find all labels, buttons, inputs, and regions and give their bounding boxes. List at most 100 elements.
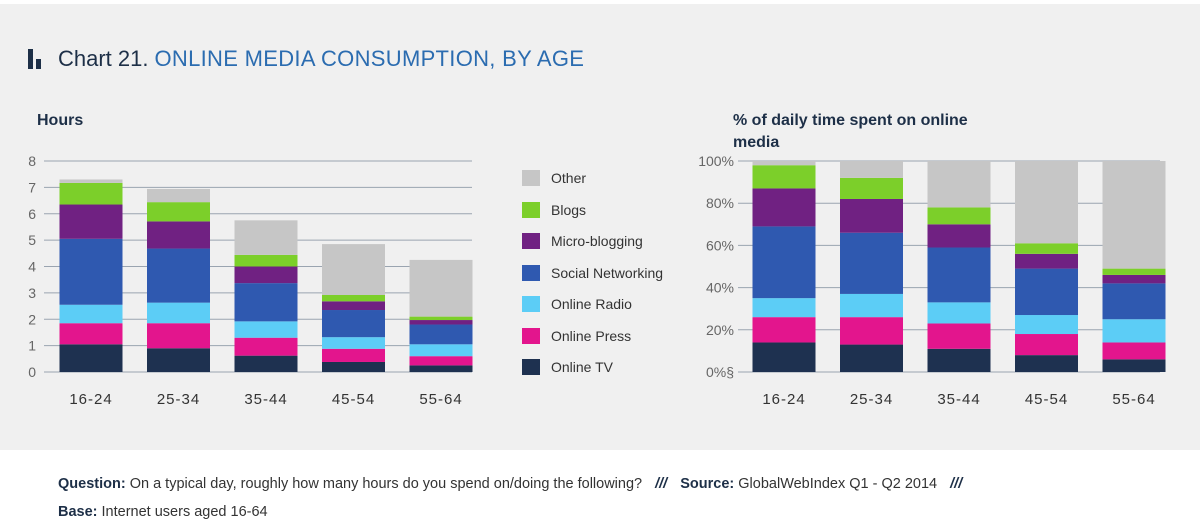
question-text: On a typical day, roughly how many hours… [130,476,642,492]
bar-online-press-35-44 [928,323,991,348]
bar-micro-blogging-25-34 [840,199,903,233]
bar-blogs-25-34 [147,202,210,221]
chart-footer: Question: On a typical day, roughly how … [58,470,971,526]
percent-chart: 0%§ 20% 40% 60% 80% 100% 16-24 25-34 35-44 45-54 5… [690,152,1180,412]
bar-online-radio-35-44 [235,321,298,337]
base-text: Internet users aged 16-64 [102,504,268,520]
chart-panel: Chart 21. ONLINE MEDIA CONSUMPTION, BY A… [0,4,1200,450]
source-label: Source: [680,476,734,492]
bar-micro-blogging-35-44 [928,224,991,247]
bar-online-radio-16-24 [753,298,816,317]
bar-online-tv-16-24 [60,344,123,372]
chart-title: Chart 21. ONLINE MEDIA CONSUMPTION, BY A… [28,44,584,74]
bar-social-networking-35-44 [928,248,991,303]
bar-social-networking-55-64 [410,325,473,345]
bar-other-35-44 [928,161,991,207]
percent-axis-title: % of daily time spent on online media [733,110,1003,154]
bar-micro-blogging-55-64 [1103,275,1166,283]
bar-blogs-55-64 [1103,269,1166,275]
bar-blogs-16-24 [753,165,816,188]
bar-online-radio-45-54 [322,337,385,349]
x-tick-label: 55-64 [1112,391,1155,408]
legend-item-micro-blogging: Micro-blogging [522,231,712,251]
legend-item-blogs: Blogs [522,200,712,220]
bar-online-press-16-24 [753,317,816,342]
chart-title-main: ONLINE MEDIA CONSUMPTION, BY AGE [155,46,585,72]
legend-item-online-press: Online Press [522,326,712,346]
legend-label: Other [551,170,586,186]
bar-micro-blogging-35-44 [235,267,298,284]
bar-social-networking-25-34 [147,249,210,303]
bar-online-tv-16-24 [753,342,816,372]
bar-blogs-45-54 [1015,243,1078,254]
x-tick-label: 45-54 [1025,391,1068,408]
bar-online-tv-35-44 [928,349,991,372]
bar-blogs-45-54 [322,295,385,301]
bar-other-25-34 [147,189,210,202]
bar-online-tv-45-54 [322,362,385,372]
legend-label: Online Radio [551,296,632,312]
y-tick-label: 1 [28,338,36,354]
bar-blogs-35-44 [928,207,991,224]
bar-online-radio-25-34 [147,303,210,324]
bar-other-35-44 [235,220,298,255]
bar-blogs-25-34 [840,178,903,199]
legend-swatch [522,170,540,186]
bar-online-tv-25-34 [840,345,903,372]
legend-swatch [522,265,540,281]
legend-item-online-radio: Online Radio [522,294,712,314]
bar-online-radio-45-54 [1015,315,1078,334]
x-tick-label: 25-34 [850,391,893,408]
chart-title-prefix: Chart 21. [58,46,149,72]
bar-online-press-35-44 [235,338,298,356]
legend-label: Blogs [551,202,586,218]
base-label: Base: [58,504,98,520]
bar-online-radio-25-34 [840,294,903,317]
legend-item-social-networking: Social Networking [522,263,712,283]
bar-micro-blogging-45-54 [322,301,385,310]
y-tick-label: 5 [28,232,36,248]
bar-micro-blogging-16-24 [60,205,123,239]
x-tick-label: 45-54 [332,391,375,408]
bar-micro-blogging-25-34 [147,221,210,248]
hours-axis-title: Hours [37,110,83,132]
source-text: GlobalWebIndex Q1 - Q2 2014 [738,476,937,492]
x-tick-label: 35-44 [244,391,287,408]
bar-online-press-45-54 [1015,334,1078,355]
separator: /// [950,476,962,492]
bar-other-45-54 [322,244,385,295]
x-tick-label: 35-44 [937,391,980,408]
bar-online-radio-55-64 [1103,319,1166,342]
bar-other-16-24 [753,161,816,165]
footer-line-2: Base: Internet users aged 16-64 [58,498,971,526]
x-tick-label: 16-24 [762,391,805,408]
legend-label: Social Networking [551,265,663,281]
bar-social-networking-35-44 [235,283,298,321]
y-tick-label: 0 [28,364,36,380]
y-tick-label: 7 [28,179,36,195]
y-tick-label: 100% [698,153,734,169]
bar-online-press-16-24 [60,323,123,344]
bar-blogs-35-44 [235,255,298,267]
legend-swatch [522,202,540,218]
bar-chart-icon [28,49,44,69]
bar-blogs-55-64 [410,317,473,320]
bar-micro-blogging-45-54 [1015,254,1078,269]
bar-online-press-25-34 [840,317,903,344]
bar-online-tv-35-44 [235,356,298,372]
bar-micro-blogging-16-24 [753,188,816,226]
legend-item-other: Other [522,168,712,188]
y-tick-label: 2 [28,311,36,327]
legend-label: Online TV [551,359,613,375]
bar-online-radio-35-44 [928,302,991,323]
bar-social-networking-55-64 [1103,283,1166,319]
bar-online-press-55-64 [410,356,473,365]
legend-label: Micro-blogging [551,233,643,249]
bar-social-networking-16-24 [60,239,123,305]
bar-social-networking-45-54 [322,310,385,337]
y-tick-label: 8 [28,153,36,169]
legend-swatch [522,296,540,312]
y-tick-label: 4 [28,259,36,275]
footer-line-1: Question: On a typical day, roughly how … [58,470,971,498]
bar-social-networking-45-54 [1015,269,1078,315]
